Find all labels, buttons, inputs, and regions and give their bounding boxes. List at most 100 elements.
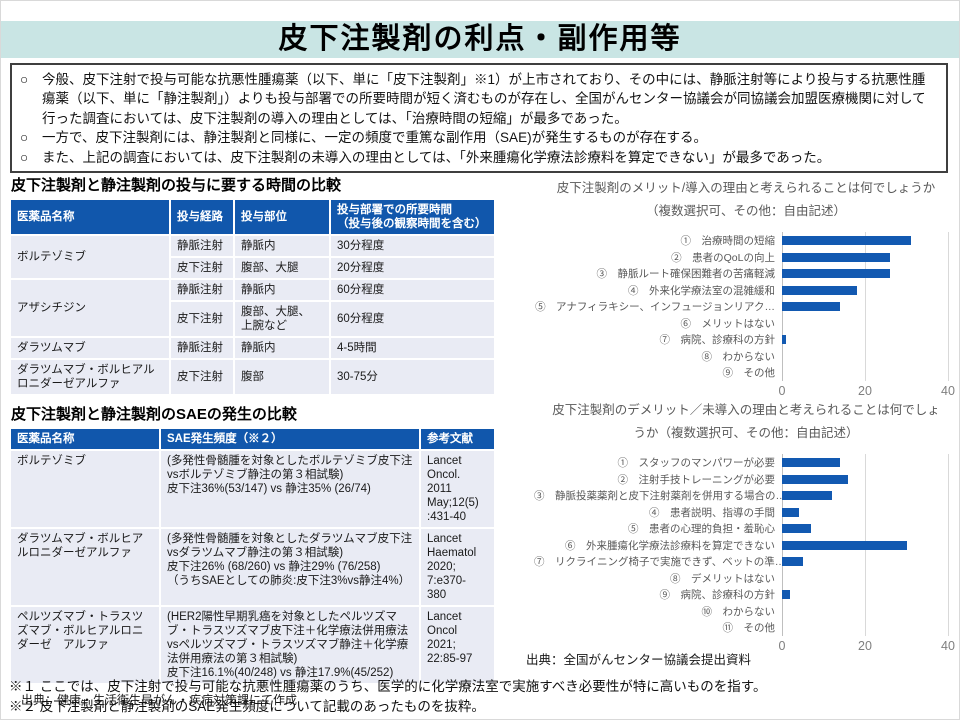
- site-cell: 静脈内: [235, 236, 329, 257]
- category-label: ⑥ 外来腫瘍化学療法診療料を算定できない: [565, 539, 775, 552]
- category-label: ④ 外来化学療法室の混雑緩和: [628, 284, 775, 297]
- chart-row: ⑧ わからない: [534, 348, 958, 365]
- chart-rows: ① 治療時間の短縮 ② 患者のQoLの向上 ③ 静脈ルート確保困難者の苦痛軽減 ④ 外…: [534, 232, 958, 381]
- x-tick-label: 40: [941, 383, 955, 398]
- summary-bullet: ○ 今般、皮下注射で投与可能な抗悪性腫瘍薬（以下、単に「皮下注製剤」※1）が上市…: [18, 70, 938, 128]
- bar-track: [782, 491, 948, 500]
- col-header-time: 投与部署での所要時間 （投与後の観察時間を含む）: [331, 200, 494, 235]
- bar: [782, 236, 911, 245]
- left-column: 皮下注製剤と静注製剤の投与に要する時間の比較 医薬品名称 投与経路 投与部位 投…: [11, 177, 498, 708]
- drug-cell: ダラツムマブ・ボルヒアルロニダーゼアルファ: [11, 529, 159, 606]
- drug-cell: ボルテゾミブ: [11, 451, 159, 528]
- chart-row: ⑤ 患者の心理的負担・羞恥心: [534, 520, 958, 537]
- bar-track: [782, 474, 948, 484]
- bar-track: [782, 269, 948, 278]
- col-header-site: 投与部位: [235, 200, 329, 235]
- chart-subtitle: （複数選択可、その他：自由記述）: [645, 204, 846, 219]
- bar: [782, 302, 841, 311]
- chart-row: ⑧ デメリットはない: [534, 570, 958, 587]
- bar-track: [782, 319, 948, 328]
- bar-track: [782, 302, 948, 311]
- merit-chart: 皮下注製剤のメリット/導入の理由と考えられることは何でしょうか （複数選択可、そ…: [534, 180, 958, 400]
- category-label: ⑪ その他: [722, 622, 776, 634]
- x-axis: 0 20 40: [779, 638, 955, 655]
- bar: [782, 458, 841, 467]
- bar-track: [782, 557, 948, 566]
- bar-track: [782, 368, 948, 377]
- bar: [782, 474, 849, 484]
- sae-table-heading: 皮下注製剤と静注製剤のSAEの発生の比較: [11, 406, 297, 424]
- category-label: ⑩ わからない: [701, 605, 776, 618]
- bar: [782, 335, 787, 344]
- chart-plot: ① スタッフのマンパワーが必要 ② 注射手技トレーニングが必要 ③ 静脈投薬薬剤と皮…: [534, 454, 958, 636]
- chart-row: ⑥ 外来腫瘍化学療法診療料を算定できない: [534, 537, 958, 554]
- bullet-text: 一方で、皮下注製剤には、静注製剤と同様に、一定の頻度で重篤な副作用（SAE)が発…: [42, 130, 708, 146]
- table-header-row: 医薬品名称 投与経路 投与部位 投与部署での所要時間 （投与後の観察時間を含む）: [11, 200, 494, 235]
- bar-track: [782, 540, 948, 550]
- gridline: [948, 454, 949, 636]
- category-label: ⑤ 患者の心理的負担・羞恥心: [628, 523, 775, 535]
- x-tick-label: 20: [858, 638, 872, 653]
- chart-row: ② 注射手技トレーニングが必要: [534, 471, 958, 488]
- drug-cell: ボルテゾミブ: [11, 236, 169, 279]
- category-label: ⑦ リクライニング椅子で実施できず、ベットの準…: [534, 556, 786, 568]
- bar-track: [782, 623, 948, 632]
- table-row: ボルテゾミブ (多発性骨髄腫を対象としたボルテゾミブ皮下注vsボルテゾミブ静注の…: [11, 451, 494, 528]
- category-label: ⑨ 病院、診療科の方針: [659, 589, 776, 601]
- chart-subtitle: うか（複数選択可、その他：自由記述）: [633, 426, 859, 441]
- category-label: ⑥ メリットはない: [680, 317, 776, 330]
- category-label: ⑤ アナフィラキシー、インフュージョンリアク…: [535, 301, 775, 313]
- bar-track: [782, 252, 948, 262]
- bar-track: [782, 574, 948, 583]
- gridline: [948, 232, 949, 381]
- table-row: 皮下注射 腹部、大腿、 上腕など 60分程度: [11, 302, 494, 337]
- category-label: ③ 静脈投薬薬剤と皮下注射薬剤を併用する場合の…: [534, 490, 786, 502]
- bar: [782, 252, 890, 262]
- bar: [782, 540, 907, 550]
- col-header-drug: 医薬品名称: [11, 429, 159, 450]
- site-cell: 腹部、大腿、 上腕など: [235, 302, 329, 337]
- table-row: ダラツムマブ・ボルヒアルロニダーゼアルファ (多発性骨髄腫を対象としたダラツムマ…: [11, 529, 494, 606]
- category-label: ⑧ デメリットはない: [670, 572, 775, 585]
- footnote-1: ※１ ここでは、皮下注射で投与可能な抗悪性腫瘍薬のうち、医学的に化学療法室で実施…: [9, 679, 767, 694]
- spacer: [11, 396, 498, 406]
- bullet-marker: ○: [20, 72, 29, 87]
- bar-track: [782, 458, 948, 467]
- table-row: ダラツムマブ 静脈注射 静脈内 4-5時間: [11, 338, 494, 359]
- table-row: ボルテゾミブ 静脈注射 静脈内 30分程度: [11, 236, 494, 279]
- footnote-2: ※２ 皮下注製剤と静注製剤のSAE発生頻度について記載のあったものを抜粋。: [9, 699, 485, 715]
- bullet-text: 今般、皮下注射で投与可能な抗悪性腫瘍薬（以下、単に「皮下注製剤」※1）が上市され…: [42, 72, 926, 126]
- chart-row: ⑪ その他: [534, 619, 958, 636]
- route-cell: 静脈注射: [171, 338, 233, 359]
- chart-plot: ① 治療時間の短縮 ② 患者のQoLの向上 ③ 静脈ルート確保困難者の苦痛軽減 ④ 外…: [534, 232, 958, 381]
- col-header-drug: 医薬品名称: [11, 200, 169, 235]
- category-label: ② 患者のQoLの向上: [671, 251, 775, 264]
- summary-box: ○ 今般、皮下注射で投与可能な抗悪性腫瘍薬（以下、単に「皮下注製剤」※1）が上市…: [10, 63, 948, 174]
- sae-cell: (多発性骨髄腫を対象としたダラツムマブ皮下注vsダラツムマブ静注の第３相試験) …: [161, 529, 419, 606]
- title-band: 皮下注製剤の利点・副作用等: [1, 21, 959, 58]
- route-cell: 皮下注射: [171, 302, 233, 337]
- chart-row: ⑥ メリットはない: [534, 315, 958, 332]
- x-tick-label: 40: [941, 638, 955, 653]
- bar: [782, 590, 791, 599]
- bar-track: [782, 507, 948, 517]
- drug-cell: ダラツムマブ: [11, 338, 169, 359]
- site-cell: 腹部、大腿: [235, 258, 329, 279]
- category-label: ⑨ その他: [722, 367, 776, 379]
- sae-comparison-table: 医薬品名称 SAE発生頻度（※２） 参考文献 ボルテゾミブ (多発性骨髄腫を対象…: [9, 427, 496, 685]
- chart-title: 皮下注製剤のデメリット／未導入の理由と考えられることは何でしょ: [552, 403, 940, 417]
- bar-track: [782, 524, 948, 533]
- page-title: 皮下注製剤の利点・副作用等: [278, 23, 682, 55]
- drug-cell: アザシチジン: [11, 280, 169, 337]
- ref-cell: Lancet Oncol. 2011 May;12(5) :431-40: [421, 451, 494, 528]
- chart-row: ① スタッフのマンパワーが必要: [534, 454, 958, 471]
- bar: [782, 557, 803, 566]
- summary-bullet: ○ 一方で、皮下注製剤には、静注製剤と同様に、一定の頻度で重篤な副作用（SAE)…: [18, 128, 938, 147]
- sae-cell: (HER2陽性早期乳癌を対象としたペルツズマブ・トラスツズマブ皮下注＋化学療法併…: [161, 607, 419, 684]
- bullet-text: また、上記の調査においては、皮下注製剤の未導入の理由としては、「外来腫瘍化学療法…: [42, 149, 831, 165]
- footnotes: ※１ ここでは、皮下注射で投与可能な抗悪性腫瘍薬のうち、医学的に化学療法室で実施…: [9, 677, 953, 718]
- time-cell: 60分程度: [331, 302, 494, 337]
- chart-title: 皮下注製剤のメリット/導入の理由と考えられることは何でしょうか: [556, 181, 936, 195]
- route-cell: 皮下注射: [171, 360, 233, 395]
